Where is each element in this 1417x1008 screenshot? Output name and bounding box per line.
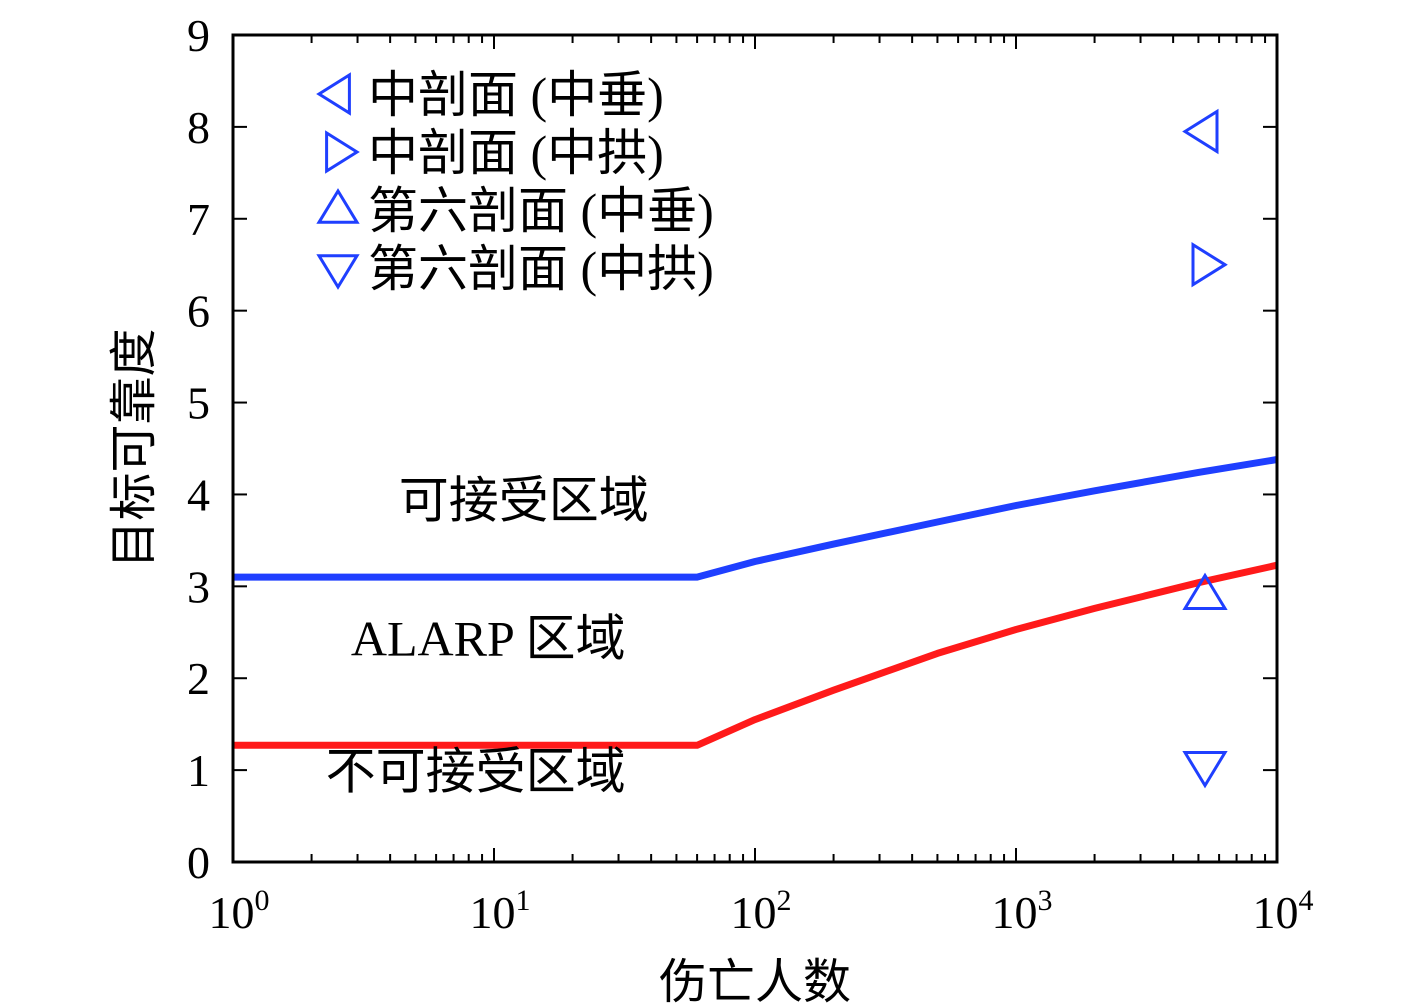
series-lines [233, 456, 1278, 749]
plot-frame [231, 33, 1279, 864]
data-point-triangle-right [1191, 241, 1228, 288]
data-point-triangle-down [1182, 751, 1228, 789]
data-point-triangle-up [1182, 572, 1228, 610]
x-tick-base: 10 [731, 887, 777, 938]
x-tick-exponent: 4 [1299, 884, 1314, 917]
x-tick-base: 10 [209, 887, 255, 938]
y-tick-label: 8 [187, 102, 210, 153]
legend-marker-triangle-left [316, 72, 351, 116]
x-tick-exponent: 2 [777, 884, 792, 917]
legend-marker-triangle-down [316, 254, 360, 290]
x-tick-label: 102 [731, 884, 792, 938]
x-tick-exponent: 3 [1038, 884, 1053, 917]
y-tick-label: 6 [187, 286, 210, 337]
legend-marker-triangle-up [316, 188, 360, 224]
region-label: 可接受区域 [399, 472, 649, 528]
x-tick-base: 10 [470, 887, 516, 938]
y-tick-label: 3 [187, 561, 210, 612]
legend: 中剖面 (中垂)中剖面 (中拱)第六剖面 (中垂)第六剖面 (中拱) [316, 67, 714, 297]
legend-label: 中剖面 (中垂) [368, 67, 664, 123]
y-tick-label: 1 [187, 745, 210, 796]
data-points [1182, 108, 1228, 789]
legend-label: 中剖面 (中拱) [368, 125, 664, 181]
y-tick-label: 5 [187, 378, 210, 429]
y-tick-label: 7 [187, 194, 210, 245]
region-label: ALARP 区域 [351, 610, 626, 666]
x-tick-base: 10 [1253, 887, 1299, 938]
y-tick-label: 2 [187, 653, 210, 704]
x-tick-label: 100 [209, 884, 270, 938]
legend-label: 第六剖面 (中拱) [368, 241, 714, 297]
data-point-triangle-left [1182, 108, 1219, 155]
x-tick-exponent: 0 [255, 884, 270, 917]
legend-label: 第六剖面 (中垂) [368, 183, 714, 239]
x-axis-title: 伤亡人数 [659, 956, 851, 1008]
x-tick-base: 10 [992, 887, 1038, 938]
legend-marker-triangle-right [325, 130, 360, 174]
lower-boundary-line [233, 561, 1278, 749]
x-tick-label: 103 [992, 884, 1053, 938]
y-tick-label: 0 [187, 837, 210, 888]
y-tick-label: 4 [187, 469, 210, 520]
upper-boundary-line [233, 456, 1278, 581]
x-tick-exponent: 1 [516, 884, 531, 917]
y-axis-title: 目标可靠度 [108, 328, 161, 568]
x-tick-label: 101 [470, 884, 531, 938]
region-label: 不可接受区域 [326, 743, 626, 799]
x-tick-label: 104 [1253, 884, 1314, 938]
y-tick-label: 9 [187, 10, 210, 61]
